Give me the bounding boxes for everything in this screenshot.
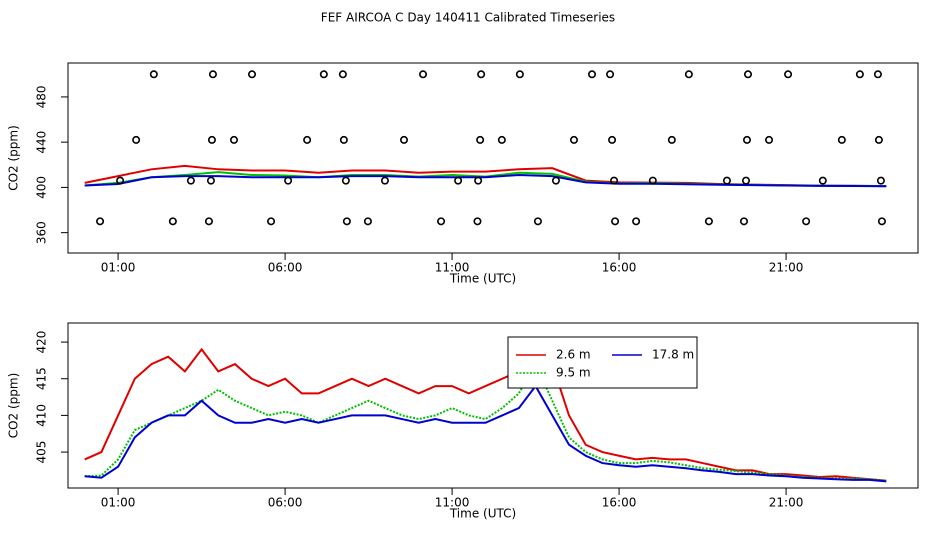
x-tick-label: 21:00 <box>769 496 804 510</box>
flag-point <box>267 217 276 226</box>
flag-point <box>632 217 641 226</box>
flag-point <box>363 217 372 226</box>
x-tick-label: 11:00 <box>435 261 470 275</box>
y-tick-label: 400 <box>35 176 49 199</box>
flag-point <box>473 217 482 226</box>
flag-point <box>341 176 350 185</box>
flag-point <box>743 70 752 79</box>
flag-point <box>802 217 811 226</box>
flag-point <box>876 176 885 185</box>
plot-frame <box>67 62 919 254</box>
flag-point <box>533 217 542 226</box>
flag-point <box>303 135 312 144</box>
y-axis-label: CO2 (ppm) <box>7 373 21 439</box>
flag-point <box>606 70 615 79</box>
flag-point <box>704 217 713 226</box>
flag-point <box>149 70 158 79</box>
flag-point <box>765 135 774 144</box>
flag-point <box>739 217 748 226</box>
x-tick-label: 21:00 <box>769 261 804 275</box>
y-tick-label: 410 <box>35 404 49 427</box>
flag-point <box>784 70 793 79</box>
flag-point <box>874 135 883 144</box>
x-tick-label: 16:00 <box>602 261 637 275</box>
flag-point <box>229 135 238 144</box>
y-tick-label: 415 <box>35 367 49 390</box>
flag-point <box>515 70 524 79</box>
flag-point <box>437 217 446 226</box>
series-line <box>84 173 887 188</box>
flag-point <box>722 176 731 185</box>
flag-point <box>186 176 195 185</box>
flag-point <box>873 70 882 79</box>
flag-point <box>206 176 215 185</box>
flag-point <box>877 217 886 226</box>
x-tick-label: 11:00 <box>435 496 470 510</box>
plot-frame <box>67 322 919 489</box>
flag-point <box>248 70 257 79</box>
flag-point <box>474 176 483 185</box>
flag-point <box>742 135 751 144</box>
series-line <box>84 384 887 483</box>
flag-point <box>380 176 389 185</box>
x-axis-label: Time (UTC) <box>449 272 516 286</box>
y-tick-label: 440 <box>35 131 49 154</box>
flag-point <box>667 135 676 144</box>
y-tick-label: 360 <box>35 221 49 244</box>
flag-point <box>497 135 506 144</box>
flag-point <box>551 176 560 185</box>
legend-label: 2.6 m <box>556 348 591 362</box>
flag-point <box>611 217 620 226</box>
flag-point <box>476 135 485 144</box>
flag-point <box>204 217 213 226</box>
flag-point <box>399 135 408 144</box>
flag-point <box>342 217 351 226</box>
series-line <box>84 340 887 482</box>
legend-label: 9.5 m <box>556 366 591 380</box>
flag-point <box>608 135 617 144</box>
flag-point <box>648 176 657 185</box>
x-axis-label: Time (UTC) <box>449 507 516 521</box>
x-tick-label: 01:00 <box>101 261 136 275</box>
flag-point <box>588 70 597 79</box>
y-tick-label: 405 <box>35 441 49 464</box>
flag-point <box>116 176 125 185</box>
series-line <box>84 361 887 482</box>
flag-point <box>684 70 693 79</box>
y-tick-label: 420 <box>35 331 49 354</box>
flag-point <box>818 176 827 185</box>
flag-point <box>208 70 217 79</box>
flag-point <box>454 176 463 185</box>
flag-point <box>207 135 216 144</box>
flag-point <box>339 135 348 144</box>
flag-point <box>338 70 347 79</box>
chart-title: FEF AIRCOA C Day 140411 Calibrated Times… <box>321 11 615 25</box>
y-axis-label: CO2 (ppm) <box>7 125 21 191</box>
y-tick-label: 480 <box>35 85 49 108</box>
flag-point <box>96 217 105 226</box>
x-tick-label: 01:00 <box>101 496 136 510</box>
flag-point <box>132 135 141 144</box>
flag-point <box>837 135 846 144</box>
x-tick-label: 16:00 <box>602 496 637 510</box>
legend-box <box>507 336 698 389</box>
x-tick-label: 06:00 <box>268 496 303 510</box>
flag-point <box>610 176 619 185</box>
x-tick-label: 06:00 <box>268 261 303 275</box>
legend-label: 17.8 m <box>652 348 694 362</box>
flag-point <box>168 217 177 226</box>
flag-point <box>319 70 328 79</box>
flag-point <box>419 70 428 79</box>
flag-point <box>477 70 486 79</box>
flag-point <box>741 176 750 185</box>
flag-point <box>284 176 293 185</box>
flag-point <box>855 70 864 79</box>
flag-point <box>569 135 578 144</box>
